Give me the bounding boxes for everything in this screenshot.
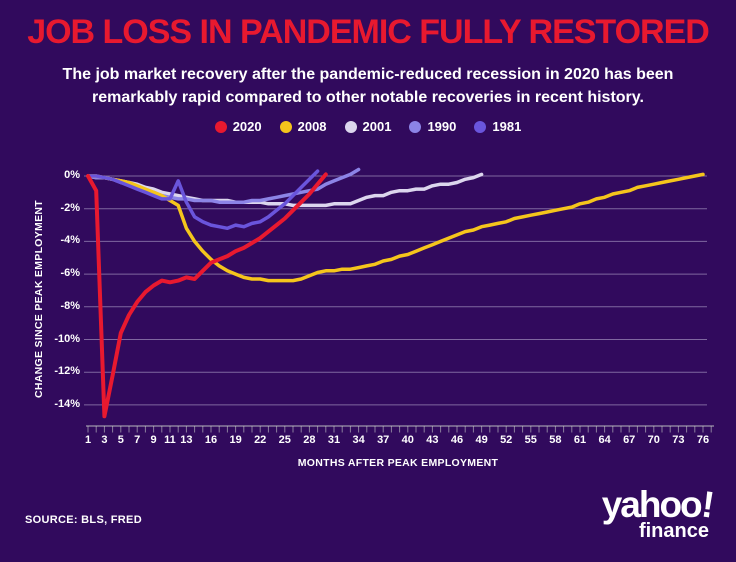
page-title: JOB LOSS IN PANDEMIC FULLY RESTORED (27, 13, 710, 51)
legend-dot-2020 (214, 120, 227, 133)
legend-dot-2001 (344, 120, 357, 133)
finance-wordmark: finance (638, 520, 709, 542)
x-tick-label: 70 (647, 434, 660, 446)
subtitle: The job market recovery after the pandem… (0, 63, 736, 109)
x-tick-label: 1 (84, 434, 92, 446)
subtitle-line-1: The job market recovery after the pandem… (62, 66, 674, 83)
x-tick-label: 43 (426, 434, 439, 446)
legend-label: 2001 (362, 119, 392, 134)
y-tick-label: -2% (60, 201, 80, 214)
x-tick-label: 49 (475, 434, 488, 446)
x-axis-title: MONTHS AFTER PEAK EMPLOYMENT (297, 457, 499, 469)
x-tick-label: 19 (229, 434, 242, 446)
y-tick-label: 0% (64, 169, 80, 181)
legend-item-2008: 2008 (279, 119, 327, 134)
x-tick-label: 9 (150, 434, 157, 446)
x-tick-label: 76 (696, 434, 710, 446)
y-tick-label: -10% (54, 332, 80, 345)
x-tick-label: 34 (352, 434, 365, 446)
legend-label: 2020 (232, 119, 262, 134)
yahoo-wordmark: yahoo! (601, 483, 715, 525)
legend-label: 2008 (297, 119, 327, 134)
x-tick-label: 7 (134, 434, 141, 446)
x-tick-label: 28 (303, 434, 316, 446)
y-tick-label: -12% (54, 365, 80, 378)
x-tick-label: 22 (254, 434, 267, 446)
x-tick-label: 67 (623, 434, 636, 446)
x-tick-label: 46 (450, 434, 464, 446)
legend-item-1981: 1981 (474, 119, 521, 134)
legend-item-1990: 1990 (409, 119, 456, 134)
x-tick-label: 16 (204, 434, 218, 446)
legend-label: 1990 (427, 119, 457, 134)
legend-dot-2008 (279, 120, 292, 133)
y-tick-label: -8% (60, 299, 80, 312)
x-tick-label: 31 (327, 434, 341, 446)
x-tick-label: 55 (524, 434, 537, 446)
legend-dot-1981 (474, 120, 487, 133)
x-tick-label: 40 (401, 434, 414, 446)
legend-dot-1990 (409, 120, 422, 133)
x-tick-label: 52 (500, 434, 513, 446)
legend-item-2001: 2001 (344, 119, 392, 134)
x-tick-label: 37 (377, 434, 390, 446)
y-tick-label: -4% (60, 234, 80, 247)
x-tick-label: 5 (117, 434, 124, 446)
subtitle-line-2: remarkably rapid compared to other notab… (92, 89, 644, 106)
y-axis-title: CHANGE SINCE PEAK EMPLOYMENT (33, 200, 45, 398)
x-tick-label: 73 (672, 434, 685, 446)
series-line-2008 (86, 172, 705, 283)
x-tick-label: 58 (549, 434, 562, 446)
legend-label: 1981 (492, 119, 522, 134)
x-tick-label: 11 (164, 434, 176, 446)
x-tick-label: 64 (598, 434, 611, 446)
x-tick-label: 61 (573, 434, 587, 446)
yahoo-finance-logo: yahoo! finance (601, 483, 715, 542)
x-tick-label: 13 (180, 434, 193, 446)
legend-item-2020: 2020 (214, 119, 262, 134)
series-line-1981 (86, 169, 320, 231)
y-tick-label: -14% (54, 397, 80, 410)
source-credit: SOURCE: BLS, FRED (25, 514, 142, 526)
series-line-2020 (86, 172, 328, 419)
y-tick-label: -6% (60, 267, 80, 280)
x-tick-label: 3 (101, 434, 108, 446)
yahoo-word: yahoo (601, 484, 703, 525)
chart-legend: 2020 2008 2001 1990 1981 (0, 119, 736, 134)
x-tick-label: 25 (278, 434, 291, 446)
